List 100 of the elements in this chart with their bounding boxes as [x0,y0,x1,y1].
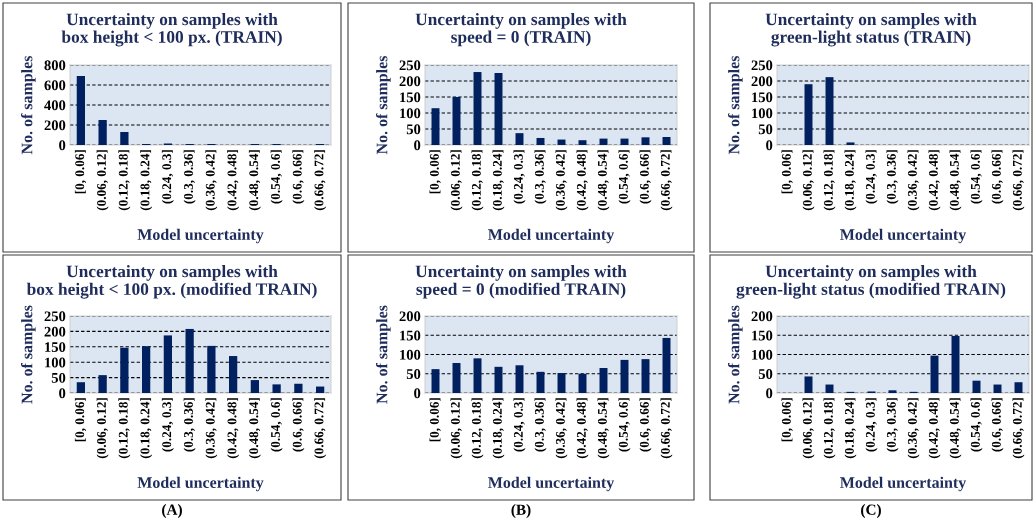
x-tick-label: (0.54, 0.6] [618,398,631,452]
y-tick-label: 250 [44,311,66,322]
x-tick-label: (0.3, 0.36] [183,398,196,452]
text: (B) [511,504,531,518]
bar [272,384,281,393]
x-axis-title: Model uncertainty [488,476,615,492]
chart-title: Uncertainty on samples with green-light status (TRAIN) [765,13,977,47]
x-axis-title: Model uncertainty [840,228,967,244]
y-axis-title: No. of samples [375,305,391,404]
x-tick-label: (0.12, 0.18] [471,398,484,459]
x-tick-label: (0.66, 0.72] [1012,150,1025,211]
x-tick-label: (0.42, 0.48] [928,398,941,459]
x-tick-label: (0.3, 0.36] [183,150,196,204]
x-tick-label: [0, 0.06] [781,150,793,194]
x-tick-label: (0.66, 0.72] [1012,398,1025,459]
y-axis-title: No. of samples [20,305,36,404]
bar [163,335,173,393]
chart-title: Uncertainty on samples with speed = 0 (TRAIN) [415,13,627,47]
bar [804,376,813,393]
x-tick-label: (0.48, 0.54] [949,150,962,211]
y-tick-label: 50 [758,369,773,379]
x-axis-title: Model uncertainty [488,228,615,244]
chart-title: Uncertainty on samples with box height < 100 px. (modified TRAIN) [26,265,317,299]
x-tick-label: (0.66, 0.72] [314,398,327,459]
y-tick-label: 100 [45,357,66,368]
y-axis-title: No. of samples [375,55,391,155]
y-tick-label: 50 [406,369,421,379]
y-tick-label: 100 [752,108,773,119]
x-tick-label: (0.06, 0.12] [802,398,815,459]
y-tick-label: 200 [751,76,773,87]
x-tick-label: (0.18, 0.24] [844,150,857,211]
x-tick-label: [0, 0.06] [429,398,441,442]
y-axis-title: No. of samples [727,55,743,155]
x-tick-label: (0.36, 0.42] [205,150,218,211]
y-tick-label: 0 [766,140,773,151]
bar [98,375,107,393]
x-tick-label: (0.12, 0.18] [118,398,131,459]
y-tick-label: 800 [44,60,66,71]
x-tick-label: (0.18, 0.24] [492,398,505,459]
x-tick-label: (0.12, 0.18] [471,150,484,211]
bar [294,383,303,393]
bar [120,347,129,393]
y-tick-label: 200 [44,120,66,131]
x-tick-label: (0.66, 0.72] [660,398,673,459]
y-tick-label: 150 [45,342,66,352]
x-tick-label: (0.42, 0.48] [227,398,240,459]
x-tick-label: (0.12, 0.18] [823,150,836,211]
y-tick-label: 50 [51,372,66,383]
bar [641,137,650,145]
x-tick-label: (0.18, 0.24] [844,398,857,459]
x-tick-label: [0, 0.06] [429,150,441,194]
bar [228,356,238,393]
x-tick-label: (0.24, 0.3] [161,150,174,204]
x-tick-label: (0.48, 0.54] [949,398,962,459]
x-tick-label: (0.24, 0.3] [865,150,878,204]
bar [141,346,151,393]
x-tick-label: (0.6, 0.66] [292,150,305,204]
x-tick-label: (0.06, 0.12] [96,398,109,459]
y-axis-title: No. of samples [20,55,36,155]
x-tick-label: (0.24, 0.3] [513,398,526,452]
bar [76,382,86,393]
x-tick-label: (0.18, 0.24] [140,150,153,211]
bar [250,380,260,393]
x-axis-title: Model uncertainty [137,228,264,244]
text: (A) [162,504,182,518]
x-axis-title: Model uncertainty [137,476,264,492]
y-tick-label: 100 [752,349,773,360]
chart-title: Uncertainty on samples with box height < 100 px. (TRAIN) [61,13,282,47]
x-tick-label: (0.24, 0.3] [161,398,174,452]
x-tick-label: (0.6, 0.66] [639,150,652,204]
x-tick-label: (0.06, 0.12] [450,150,463,211]
y-tick-label: 150 [400,330,421,341]
x-tick-label: (0.36, 0.42] [205,398,218,459]
x-tick-label: (0.54, 0.6] [270,398,283,452]
x-tick-label: (0.36, 0.42] [555,398,568,459]
y-tick-label: 250 [399,60,421,71]
y-tick-label: 200 [751,311,773,322]
x-tick-label: (0.36, 0.42] [907,150,920,211]
x-tick-label: (0.48, 0.54] [248,398,261,459]
y-tick-label: 0 [766,388,773,399]
x-tick-label: (0.12, 0.18] [118,150,131,211]
chart-title: Uncertainty on samples with speed = 0 (modified TRAIN) [415,265,627,299]
bar [1014,382,1023,393]
bar [315,386,325,393]
x-tick-label: (0.6, 0.66] [991,150,1004,204]
x-tick-label: [0, 0.06] [781,398,793,442]
y-tick-label: 200 [399,311,421,322]
x-tick-label: (0.24, 0.3] [513,150,526,204]
bar [846,142,855,145]
y-tick-label: 250 [751,60,773,71]
x-tick-label: (0.12, 0.18] [823,398,836,459]
y-tick-label: 0 [414,388,421,399]
bar [185,328,194,393]
y-tick-label: 150 [752,330,773,341]
x-tick-label: (0.3, 0.36] [886,398,899,452]
x-tick-label: (0.3, 0.36] [886,150,899,204]
x-tick-label: (0.6, 0.66] [292,398,305,452]
x-tick-label: (0.18, 0.24] [140,398,153,459]
x-tick-label: (0.66, 0.72] [314,150,327,211]
x-tick-label: (0.42, 0.48] [928,150,941,211]
